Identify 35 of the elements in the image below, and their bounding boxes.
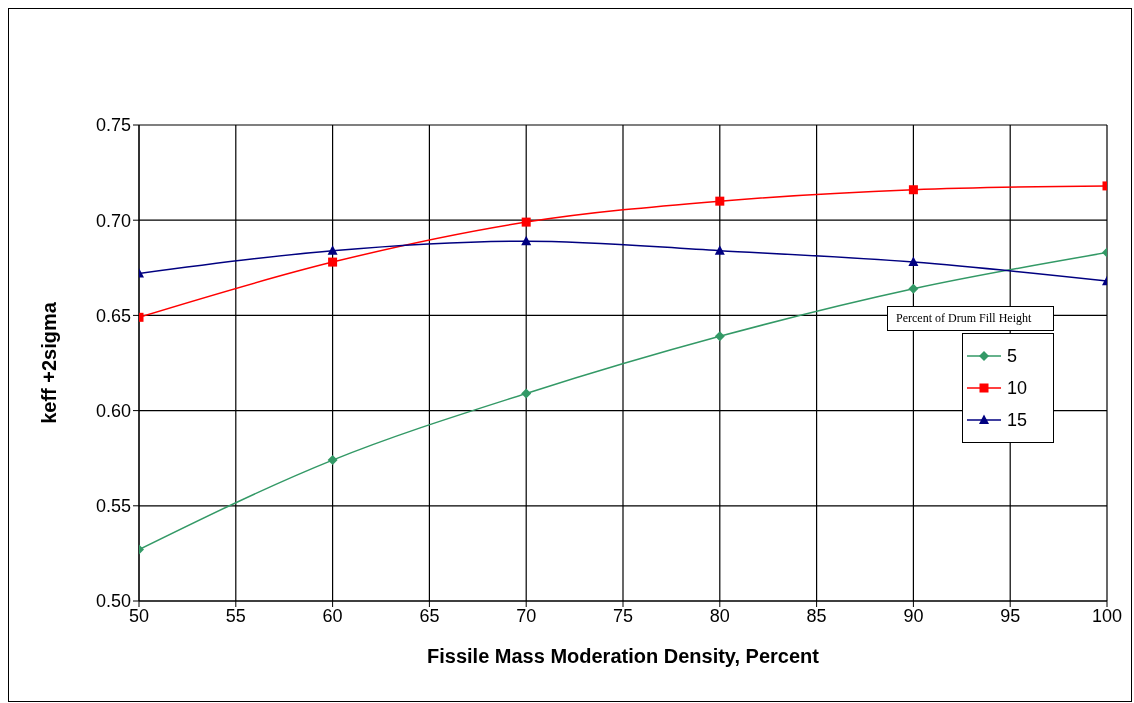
y-tick-label: 0.60 <box>95 400 131 421</box>
x-tick-label: 55 <box>225 605 246 626</box>
x-tick-label: 90 <box>903 605 924 626</box>
legend-title: Percent of Drum Fill Height <box>887 306 1054 331</box>
x-tick-label: 85 <box>806 605 827 626</box>
y-tick-label: 0.55 <box>95 496 131 517</box>
point <box>521 388 532 399</box>
point <box>714 245 725 255</box>
y-axis-title: keff +2sigma <box>38 301 61 424</box>
x-tick-label: 75 <box>612 605 634 626</box>
point <box>715 196 725 206</box>
x-axis-title: Fissile Mass Moderation Density, Percent <box>427 645 820 667</box>
y-tick-label: 0.65 <box>95 305 131 326</box>
x-tick-label: 70 <box>516 605 537 626</box>
legend-label: 15 <box>1007 409 1028 431</box>
point <box>521 217 531 227</box>
x-tick-label: 50 <box>128 605 150 626</box>
point <box>908 185 918 195</box>
point <box>327 245 338 255</box>
y-tick-label: 0.75 <box>95 115 131 136</box>
y-tick-label: 0.50 <box>95 591 131 612</box>
point <box>908 256 919 267</box>
point <box>908 283 919 294</box>
y-tick-label: 0.70 <box>95 210 131 231</box>
point <box>328 257 338 267</box>
legend-label: 5 <box>1007 345 1018 367</box>
x-tick-label: 95 <box>1000 605 1021 626</box>
x-tick-label: 65 <box>419 605 440 626</box>
point <box>327 455 338 466</box>
point <box>521 235 532 246</box>
x-tick-label: 80 <box>709 605 730 626</box>
legend-label: 10 <box>1007 377 1028 399</box>
x-tick-label: 100 <box>1091 605 1123 626</box>
point <box>714 331 725 342</box>
x-tick-label: 60 <box>322 605 343 626</box>
